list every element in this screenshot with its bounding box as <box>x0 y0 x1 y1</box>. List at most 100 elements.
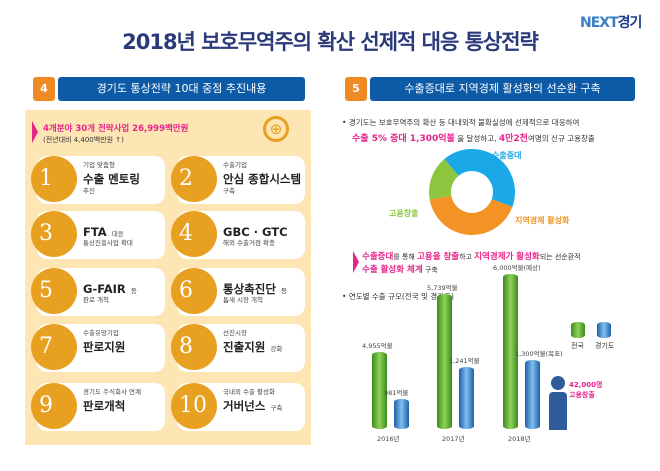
item-main: 수출 멘토링 <box>83 172 140 187</box>
bar-value-label: 4,955억불 <box>362 342 393 351</box>
t: 되는 선순환적 <box>539 253 581 261</box>
text: 여명의 신규 고용창출 <box>527 134 595 143</box>
item-tail: 구축 <box>270 404 283 413</box>
item-number-circle: 4 <box>171 211 217 257</box>
item-number: 8 <box>179 334 193 359</box>
donut-segment-jobs <box>429 159 459 200</box>
section-number: 5 <box>345 77 367 101</box>
item-post: 통상진흥사업 확대 <box>83 239 133 248</box>
bar-value-label: 981억불 <box>384 389 409 398</box>
arrow-icon <box>353 251 359 273</box>
item-tail: 등 <box>281 287 287 295</box>
summary-text: 경기도는 보호무역주의 확산 등 대내외적 불확실성에 선제적으로 대응하여 <box>348 118 580 127</box>
item-number: 1 <box>39 166 53 191</box>
item-number: 7 <box>39 334 53 359</box>
bar-gyeonggi-1 <box>459 366 474 429</box>
strategy-item-3: 3 FTA 대응 통상진흥사업 확대 <box>31 211 167 259</box>
item-main: 통상촉진단 <box>223 282 276 296</box>
cycle-donut <box>429 149 515 235</box>
bar-national-1 <box>437 293 452 429</box>
item-number: 2 <box>179 166 193 191</box>
budget-sub: (전년대비 4,400백만원 ↑) <box>43 136 124 144</box>
item-number: 5 <box>39 278 53 303</box>
item-main: 안심 종합시스템 <box>223 172 302 187</box>
item-pre: 선진시장 <box>223 329 247 337</box>
strategy-item-4: 4 GBC · GTC 해외 수출거점 확충 <box>171 211 307 259</box>
item-pre: 경기도 주식회사 연계 <box>83 388 141 396</box>
legend-swatch-gyeonggi <box>597 322 611 338</box>
strategy-item-7: 7 수출유망기업 판로지원 <box>31 324 167 372</box>
donut-label-economy: 지역경제 활성화 <box>515 216 570 225</box>
legend-swatch-national <box>571 322 585 338</box>
x-tick-label: 2018년 <box>508 435 531 443</box>
t: 지역경제가 활성화 <box>474 252 540 262</box>
section-header: 수출증대로 지역경제 활성화의 선순환 구축 <box>370 77 635 101</box>
person-body-icon <box>549 392 567 430</box>
x-tick-label: 2017년 <box>442 435 465 443</box>
bar-value-label: 1,300억불(목표) <box>515 349 563 358</box>
item-pre: 국내외 수출 활성화 <box>223 388 275 396</box>
person-head-icon <box>551 376 565 390</box>
item-number-circle: 3 <box>31 211 77 257</box>
t: 수출증대 <box>362 252 394 262</box>
x-tick-label: 2016년 <box>377 435 400 443</box>
arrow-icon <box>32 121 38 143</box>
item-number: 4 <box>179 221 193 246</box>
item-main: 판로개척 <box>83 399 126 414</box>
t: 를 통해 <box>393 253 418 261</box>
item-post: 추진 <box>83 186 95 195</box>
item-number-circle: 2 <box>171 156 217 202</box>
budget-highlight: 4개분야 30개 전략사업 26,999백만원 <box>43 124 189 134</box>
t: 고용을 창출 <box>417 252 460 262</box>
donut-label-jobs: 고용창출 <box>389 209 419 218</box>
text: 을 달성하고, <box>454 134 499 143</box>
section-number: 4 <box>33 77 55 101</box>
item-number: 10 <box>179 393 207 418</box>
item-number-circle: 10 <box>171 383 217 429</box>
summary-line1: • 경기도는 보호무역주의 확산 등 대내외적 불확실성에 선제적으로 대응하여 <box>342 118 580 127</box>
bar-national-2 <box>503 274 518 429</box>
strategy-item-2: 2 수출기업 안심 종합시스템 구축 <box>171 156 307 204</box>
item-pre: 기업 맞춤형 <box>83 161 115 169</box>
employment-value: 42,000명 <box>569 381 603 389</box>
strategy-item-6: 6 통상촉진단 등 틈새 시장 개척 <box>171 268 307 316</box>
export-goal: 수출 5% 증대 1,300억불 <box>352 134 455 144</box>
item-text: FTA 대응 통상진흥사업 확대 <box>83 222 167 248</box>
item-text: GBC · GTC 해외 수출거점 확충 <box>223 222 307 248</box>
donut-segment-economy <box>429 195 513 235</box>
item-number-circle: 5 <box>31 268 77 314</box>
item-main: 진출지원 <box>223 340 266 355</box>
bar-value-label: 6,000억불(예상) <box>493 264 541 273</box>
item-post: 판로 개척 <box>83 296 109 305</box>
t: 구축 <box>422 266 438 274</box>
item-pre: 수출기업 <box>223 161 247 169</box>
legend-national: 전국 <box>571 342 584 350</box>
logo-gg: 경기 <box>617 15 643 31</box>
bar-value-label: 5,739억불 <box>427 283 458 292</box>
item-text: 수출유망기업 판로지원 <box>83 329 167 356</box>
t: 수출 활성화 체계 <box>362 265 423 275</box>
item-text: 수출기업 안심 종합시스템 구축 <box>223 161 307 195</box>
item-main: FTA <box>83 225 107 239</box>
item-number-circle: 7 <box>31 324 77 370</box>
item-tail: 강화 <box>270 345 283 354</box>
bar-value-label: 1,241억불 <box>449 356 480 365</box>
chart-title-text: 연도별 수출 규모(전국 및 경기도) <box>348 292 454 301</box>
item-number-circle: 9 <box>31 383 77 429</box>
item-post: 해외 수출거점 확충 <box>223 239 275 248</box>
item-pre: 수출유망기업 <box>83 329 119 337</box>
strategy-item-5: 5 G-FAIR 등 판로 개척 <box>31 268 165 316</box>
item-number: 9 <box>39 393 53 418</box>
jobs-goal: 4만2천 <box>498 134 528 144</box>
legend-gyeonggi: 경기도 <box>595 342 615 350</box>
strategy-panel: 4개분야 30개 전략사업 26,999백만원 (전년대비 4,400백만원 ↑… <box>25 110 311 445</box>
item-post: 틈새 시장 개척 <box>223 296 264 305</box>
cycle-description: 수출증대를 통해 고용을 창출하고 지역경제가 활성화되는 선순환적 수출 활성… <box>362 251 581 277</box>
section-header: 경기도 통상전략 10대 중점 추진내용 <box>58 77 305 101</box>
